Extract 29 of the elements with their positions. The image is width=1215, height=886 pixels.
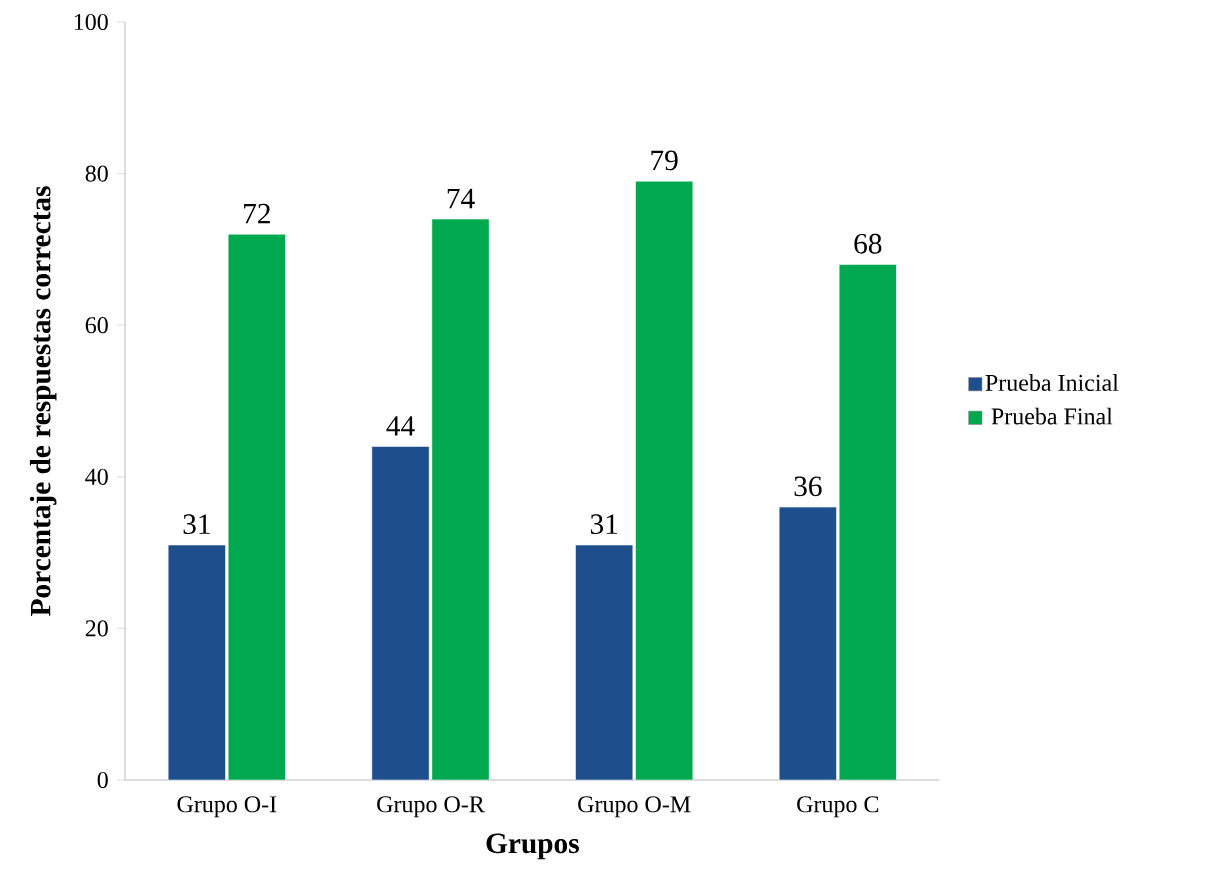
data-label: 31	[590, 514, 618, 535]
y-tick-label: 60	[85, 317, 108, 334]
bar	[838, 264, 897, 780]
x-axis-title: Grupos	[486, 833, 579, 860]
y-axis-title: Porcentaje de respuestas correctas	[29, 186, 57, 616]
bar	[635, 180, 694, 780]
bar	[227, 233, 286, 780]
y-tick-label: 0	[97, 771, 108, 789]
data-label: 31	[183, 514, 210, 535]
data-label: 79	[651, 150, 678, 171]
legend-label: Prueba Inicial	[985, 374, 1119, 391]
y-tick-label: 20	[85, 620, 108, 637]
y-tick-label: 80	[85, 165, 108, 182]
y-tick-label: 100	[74, 13, 108, 31]
x-tick-label: Grupo O-I	[177, 796, 277, 818]
data-label: 68	[854, 233, 882, 254]
data-label: 74	[447, 188, 475, 209]
x-tick-label: Grupo O-M	[578, 796, 691, 818]
bar	[431, 218, 490, 780]
x-tick-label: Grupo O-R	[377, 796, 485, 818]
y-tick-label: 40	[85, 468, 108, 485]
data-label: 72	[244, 203, 270, 224]
data-label: 36	[794, 476, 822, 497]
bar	[575, 544, 634, 780]
x-tick-label: Grupo C	[797, 796, 879, 818]
bar	[778, 506, 837, 780]
data-label: 44	[386, 416, 415, 436]
legend-label: Prueba Final	[991, 407, 1113, 425]
bar	[167, 544, 226, 780]
